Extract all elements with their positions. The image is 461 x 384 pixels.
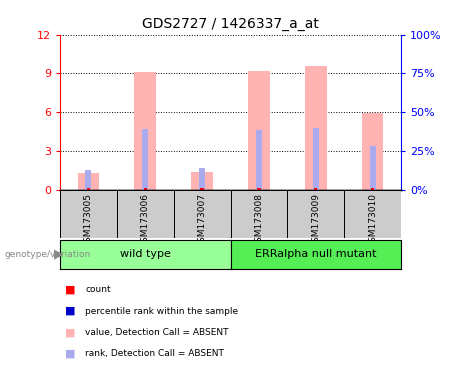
- Text: count: count: [85, 285, 111, 295]
- Bar: [256, 129, 262, 190]
- Bar: [87, 188, 90, 190]
- Bar: [314, 188, 318, 190]
- Bar: [174, 190, 230, 238]
- Text: GSM173006: GSM173006: [141, 194, 150, 248]
- Bar: [305, 66, 326, 190]
- Bar: [370, 146, 376, 190]
- Text: ERRalpha null mutant: ERRalpha null mutant: [255, 249, 377, 260]
- Text: ▶: ▶: [54, 248, 64, 261]
- Text: GSM173007: GSM173007: [198, 194, 207, 248]
- Text: percentile rank within the sample: percentile rank within the sample: [85, 306, 238, 316]
- Text: genotype/variation: genotype/variation: [5, 250, 91, 259]
- Bar: [191, 172, 213, 190]
- Bar: [287, 190, 344, 238]
- Bar: [371, 188, 374, 190]
- Text: GSM173005: GSM173005: [84, 194, 93, 248]
- Bar: [199, 168, 205, 190]
- Bar: [85, 170, 91, 190]
- Bar: [77, 173, 99, 190]
- Text: GSM173010: GSM173010: [368, 194, 377, 248]
- Bar: [135, 72, 156, 190]
- Bar: [60, 190, 117, 238]
- Bar: [143, 188, 147, 190]
- Bar: [117, 190, 174, 238]
- Text: ■: ■: [65, 327, 75, 337]
- Bar: [248, 71, 270, 190]
- Text: value, Detection Call = ABSENT: value, Detection Call = ABSENT: [85, 328, 229, 337]
- Text: rank, Detection Call = ABSENT: rank, Detection Call = ABSENT: [85, 349, 224, 358]
- Title: GDS2727 / 1426337_a_at: GDS2727 / 1426337_a_at: [142, 17, 319, 31]
- Text: GSM173009: GSM173009: [311, 194, 320, 248]
- Bar: [313, 127, 319, 190]
- Text: wild type: wild type: [120, 249, 171, 260]
- Text: ■: ■: [65, 285, 75, 295]
- Bar: [362, 113, 384, 190]
- Text: GSM173008: GSM173008: [254, 194, 263, 248]
- Bar: [257, 188, 260, 190]
- Bar: [344, 190, 401, 238]
- Text: ■: ■: [65, 348, 75, 358]
- Bar: [230, 190, 287, 238]
- Bar: [201, 188, 204, 190]
- Bar: [142, 129, 148, 190]
- Text: ■: ■: [65, 306, 75, 316]
